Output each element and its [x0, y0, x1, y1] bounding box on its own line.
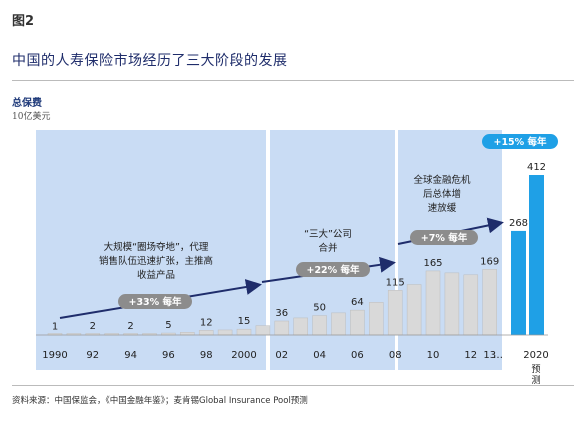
- phase-1-text-1: 大规模“圈场夺地”，代理: [104, 241, 209, 253]
- bar-2001: [255, 325, 271, 336]
- x-tick-label-7: 04: [313, 350, 326, 361]
- bar-2003: [293, 317, 308, 336]
- bar-2013: [482, 269, 497, 336]
- bar-1999: [217, 329, 233, 336]
- x-tick-label-12: 13: [483, 350, 496, 361]
- x-tick-label-0: 1990: [42, 350, 67, 361]
- y-axis-label: 总保费: [12, 98, 42, 109]
- cagr-pill-1: [118, 294, 192, 309]
- cagr-label-3: +7% 每年: [421, 232, 468, 244]
- bar-2005: [331, 312, 346, 336]
- bar-2004: [312, 315, 327, 336]
- forecast-label-2: 测: [531, 375, 540, 386]
- data-label-2002: 36: [275, 308, 288, 319]
- data-label-2019: 268: [509, 218, 528, 229]
- bar-2019: [511, 230, 526, 335]
- y-axis-unit: 10亿美元: [12, 112, 51, 122]
- x-tick-label-5: 2000: [231, 350, 256, 361]
- phase-2-text-2: 合并: [318, 242, 338, 254]
- data-label-1990: 1: [52, 322, 58, 333]
- chart-title: 中国的人寿保险市场经历了三大阶段的发展: [12, 53, 288, 69]
- footer-divider: [12, 385, 574, 386]
- bar-2020: [529, 175, 544, 335]
- data-label-2004: 50: [313, 303, 326, 314]
- x-tick-label-14: 2020: [523, 350, 548, 361]
- x-tick-label-3: 96: [162, 350, 175, 361]
- x-tick-label-4: 98: [200, 350, 213, 361]
- x-tick-label-8: 06: [351, 350, 364, 361]
- x-tick-label-2: 94: [124, 350, 137, 361]
- forecast-label: 预: [531, 364, 540, 375]
- x-tick-label-1: 92: [86, 350, 99, 361]
- figure-label: 图2: [12, 14, 35, 29]
- phase-1-text-3: 收益产品: [137, 269, 175, 281]
- data-label-2010: 165: [423, 258, 442, 269]
- phase-3-text-1: 全球金融危机: [413, 174, 471, 186]
- x-tick-label-6: 02: [275, 350, 288, 361]
- bar-2002: [274, 320, 290, 336]
- data-label-1996: 5: [165, 320, 171, 331]
- data-label-1992: 2: [90, 321, 96, 332]
- data-label-2006: 64: [351, 297, 364, 308]
- x-tick-label-9: 08: [389, 350, 402, 361]
- x-tick-label-10: 10: [427, 350, 440, 361]
- data-label-2000: 15: [238, 316, 251, 327]
- bar-2012: [463, 274, 479, 336]
- title-divider: [12, 80, 574, 81]
- cagr-pill-3: [410, 230, 478, 245]
- cagr-label-2: +22% 每年: [306, 264, 360, 276]
- data-label-1994: 2: [127, 321, 133, 332]
- bar-1998: [198, 330, 214, 336]
- x-tick-label-11: 12: [464, 350, 477, 361]
- phase-1-text-2: 销售队伍迅速扩张，主推高: [99, 255, 213, 267]
- x-tick-label-13: …: [493, 350, 503, 361]
- forecast-cagr-pill: [482, 134, 558, 149]
- phase-3-text-3: 速放缓: [428, 202, 457, 214]
- data-label-2020: 412: [527, 162, 546, 173]
- phase-2-text-1: “三大”公司: [304, 228, 352, 240]
- bar-2007: [369, 302, 384, 336]
- bar-2008: [387, 290, 403, 336]
- source-note: 资料来源：中国保监会，《中国金融年鉴》；麦肯锡Global Insurance …: [12, 396, 308, 406]
- data-label-2008: 115: [386, 277, 405, 288]
- bar-2000: [236, 328, 252, 336]
- cagr-pill-2: [296, 262, 370, 277]
- bar-1997: [180, 332, 195, 336]
- cagr-label-1: +33% 每年: [128, 296, 182, 308]
- forecast-cagr-label: +15% 每年: [493, 136, 547, 148]
- bar-2009: [406, 284, 422, 336]
- data-label-2013: 169: [480, 256, 499, 267]
- bar-2010: [425, 270, 441, 336]
- bar-2011: [444, 272, 460, 336]
- bar-2006: [350, 309, 365, 336]
- data-label-1998: 12: [200, 317, 213, 328]
- phase-3-text-2: 后总体增: [423, 188, 461, 200]
